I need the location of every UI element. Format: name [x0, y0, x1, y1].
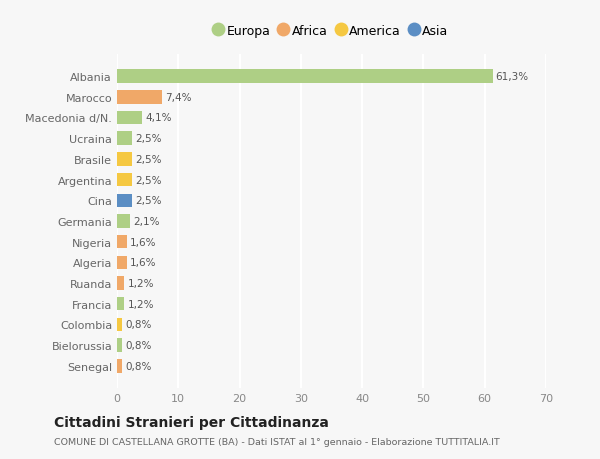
Text: 0,8%: 0,8% — [125, 341, 151, 350]
Bar — [117, 70, 493, 84]
Text: 2,5%: 2,5% — [136, 196, 162, 206]
Text: 0,8%: 0,8% — [125, 320, 151, 330]
Text: 61,3%: 61,3% — [496, 72, 529, 82]
Bar — [117, 256, 127, 269]
Text: 0,8%: 0,8% — [125, 361, 151, 371]
Bar — [117, 174, 133, 187]
Text: 1,6%: 1,6% — [130, 237, 157, 247]
Bar — [117, 359, 122, 373]
Bar — [117, 91, 163, 104]
Bar — [117, 297, 124, 311]
Text: Cittadini Stranieri per Cittadinanza: Cittadini Stranieri per Cittadinanza — [54, 415, 329, 429]
Text: 2,5%: 2,5% — [136, 175, 162, 185]
Text: 7,4%: 7,4% — [166, 93, 192, 102]
Bar — [117, 318, 122, 331]
Text: 2,5%: 2,5% — [136, 134, 162, 144]
Text: 1,6%: 1,6% — [130, 258, 157, 268]
Bar — [117, 339, 122, 352]
Text: 4,1%: 4,1% — [145, 113, 172, 123]
Text: 2,1%: 2,1% — [133, 217, 160, 226]
Bar — [117, 132, 133, 146]
Bar — [117, 215, 130, 228]
Bar — [117, 153, 133, 166]
Text: COMUNE DI CASTELLANA GROTTE (BA) - Dati ISTAT al 1° gennaio - Elaborazione TUTTI: COMUNE DI CASTELLANA GROTTE (BA) - Dati … — [54, 437, 500, 446]
Text: 2,5%: 2,5% — [136, 155, 162, 164]
Bar — [117, 194, 133, 207]
Legend: Europa, Africa, America, Asia: Europa, Africa, America, Asia — [211, 22, 452, 42]
Text: 1,2%: 1,2% — [127, 299, 154, 309]
Bar — [117, 235, 127, 249]
Bar — [117, 277, 124, 290]
Bar — [117, 112, 142, 125]
Text: 1,2%: 1,2% — [127, 279, 154, 288]
